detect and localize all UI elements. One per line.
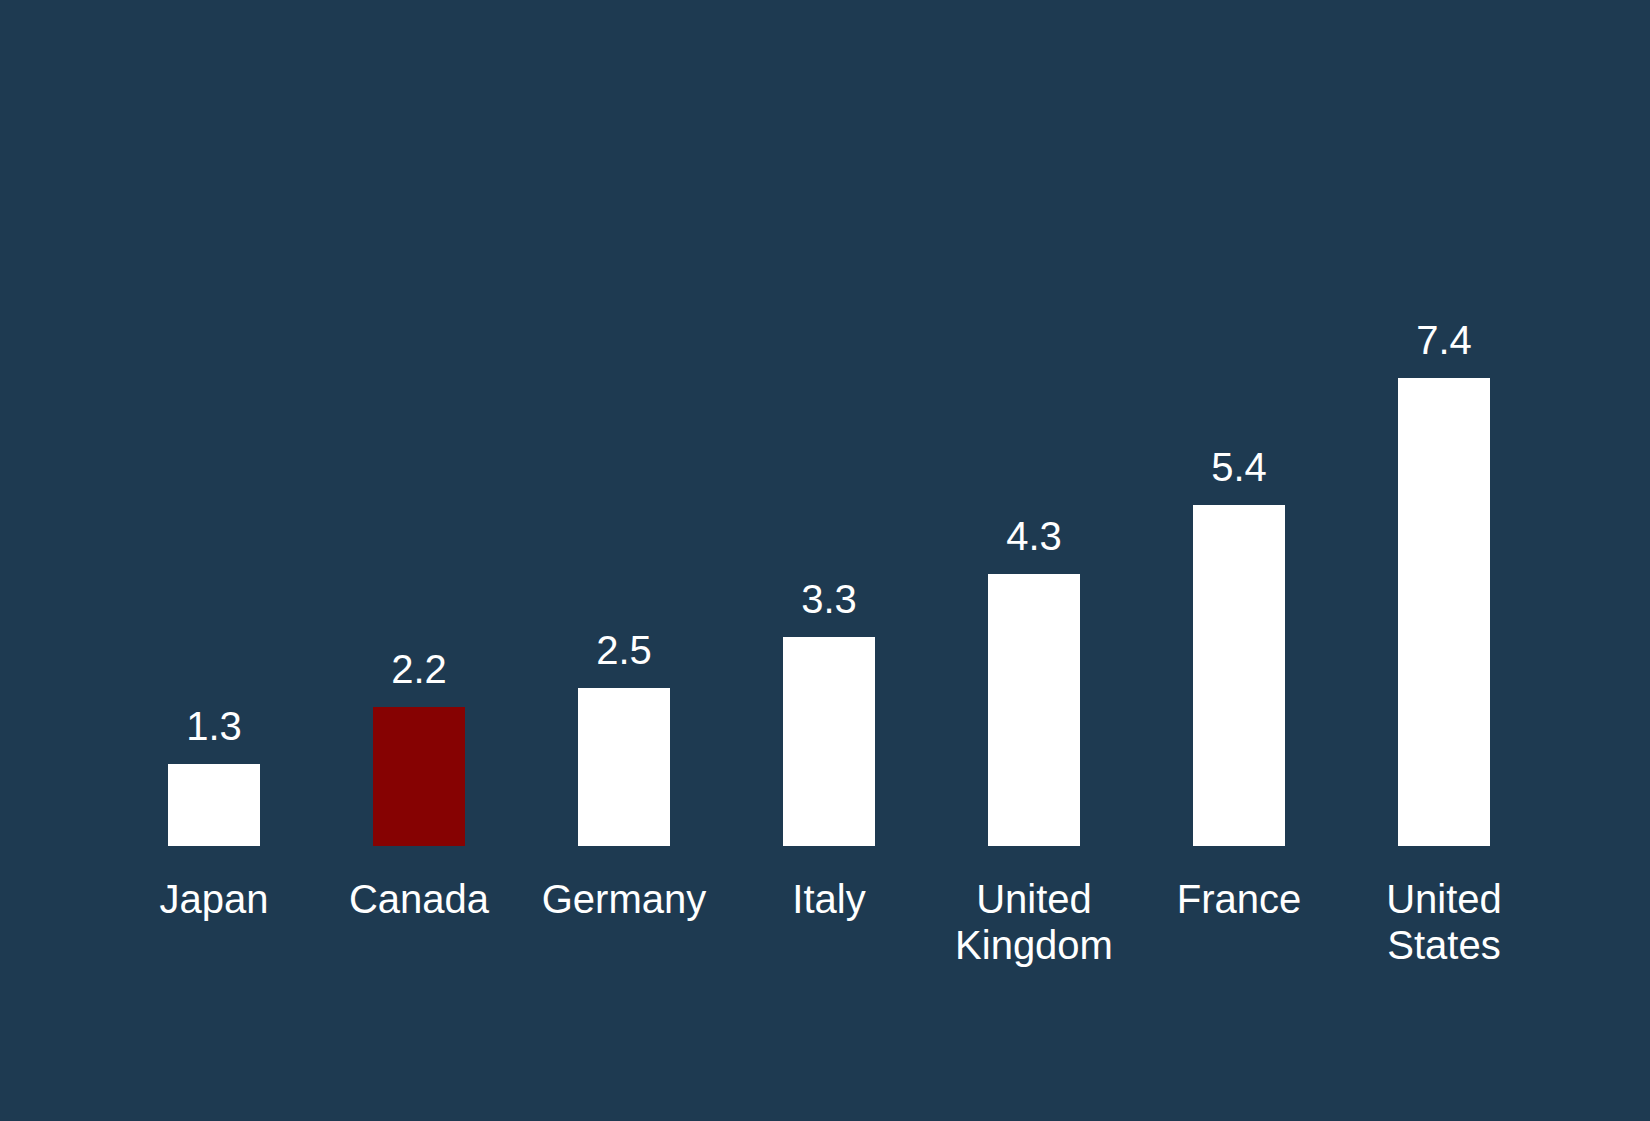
- bar-column-united-kingdom: 4.3: [932, 0, 1137, 846]
- bar-column-germany: 2.5: [522, 0, 727, 846]
- category-label-japan: Japan: [112, 876, 317, 922]
- value-label-germany: 2.5: [596, 626, 652, 674]
- bar-japan: [168, 764, 260, 846]
- value-label-united-states: 7.4: [1416, 316, 1472, 364]
- bar-united-states: [1398, 378, 1490, 846]
- value-label-united-kingdom: 4.3: [1006, 512, 1062, 560]
- value-label-italy: 3.3: [801, 575, 857, 623]
- value-label-france: 5.4: [1211, 443, 1267, 491]
- value-label-japan: 1.3: [186, 702, 242, 750]
- bar-france: [1193, 505, 1285, 846]
- category-label-canada: Canada: [317, 876, 522, 922]
- bar-chart: 1.3 Japan 2.2 Canada 2.5 Germany 3.3 Italy 4.3 Un…: [0, 0, 1650, 1121]
- bar-italy: [783, 637, 875, 846]
- bar-column-united-states: 7.4: [1342, 0, 1547, 846]
- bar-column-france: 5.4: [1137, 0, 1342, 846]
- bar-canada: [373, 707, 465, 846]
- bar-column-canada: 2.2: [317, 0, 522, 846]
- category-label-united-states: United States: [1342, 876, 1547, 968]
- value-label-canada: 2.2: [391, 645, 447, 693]
- category-label-france: France: [1137, 876, 1342, 922]
- bar-united-kingdom: [988, 574, 1080, 846]
- bar-column-japan: 1.3: [112, 0, 317, 846]
- category-label-united-kingdom: United Kingdom: [932, 876, 1137, 968]
- category-label-germany: Germany: [522, 876, 727, 922]
- bar-column-italy: 3.3: [727, 0, 932, 846]
- bar-germany: [578, 688, 670, 846]
- category-label-italy: Italy: [727, 876, 932, 922]
